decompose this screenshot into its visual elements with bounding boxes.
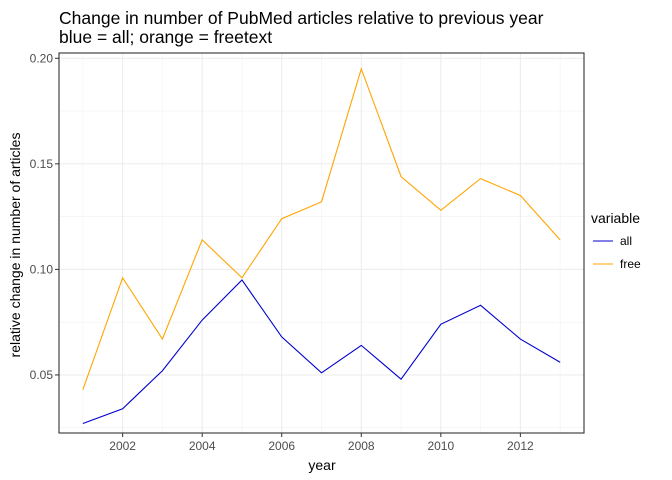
- legend-label-all: all: [620, 234, 632, 248]
- x-axis: 2002 2004 2006 2008 2010 2012: [109, 433, 534, 453]
- series-lines: [82, 67, 561, 425]
- y-tick-label: 0.10: [30, 262, 54, 276]
- legend-title: variable: [591, 210, 640, 226]
- x-tick-label: 2002: [109, 439, 136, 453]
- series-line-free: [82, 67, 561, 390]
- series-line-all: [82, 279, 561, 425]
- legend: variable all free: [591, 210, 641, 275]
- chart-subtitle: blue = all; orange = freetext: [59, 27, 272, 47]
- panel-border: [58, 52, 585, 434]
- x-tick-label: 2006: [268, 439, 295, 453]
- x-tick-label: 2012: [507, 439, 534, 453]
- x-tick-label: 2008: [348, 439, 375, 453]
- gridlines: [59, 53, 584, 433]
- x-axis-title: year: [308, 457, 336, 473]
- y-axis: 0.05 0.10 0.15 0.20: [30, 51, 59, 382]
- x-tick-label: 2004: [189, 439, 216, 453]
- y-axis-title: relative change in number of articles: [7, 133, 23, 358]
- y-tick-label: 0.05: [30, 368, 54, 382]
- plot-border: [58, 52, 585, 434]
- chart-title: Change in number of PubMed articles rela…: [59, 8, 544, 28]
- legend-label-free: free: [620, 257, 641, 271]
- y-tick-label: 0.15: [30, 157, 54, 171]
- x-tick-label: 2010: [427, 439, 454, 453]
- y-tick-label: 0.20: [30, 51, 54, 65]
